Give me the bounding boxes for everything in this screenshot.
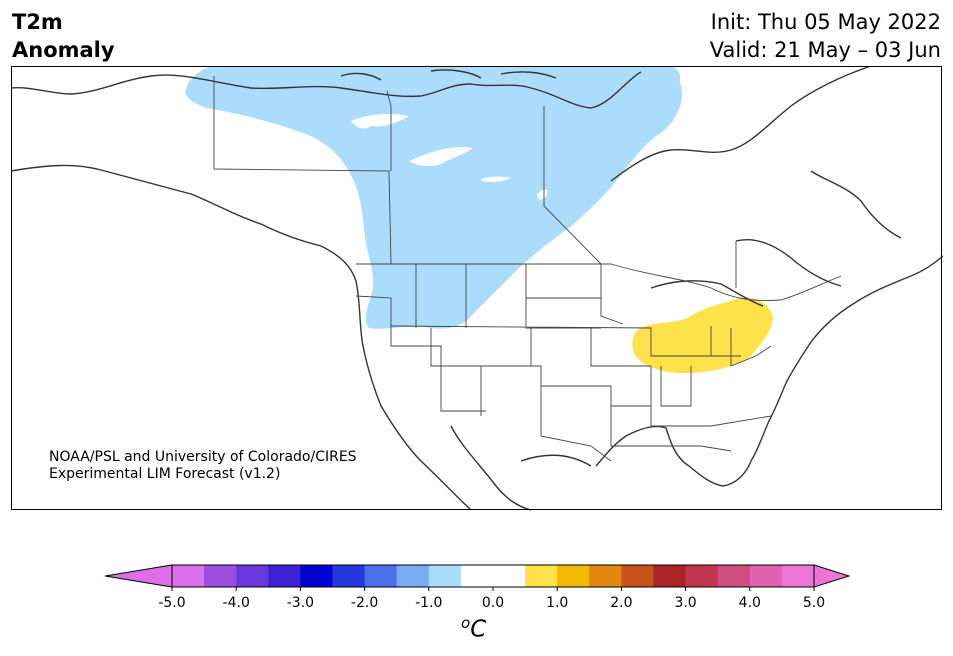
colorbar-tick-label: -2.0 bbox=[351, 595, 378, 610]
colorbar-cell bbox=[204, 565, 237, 587]
field-label: Anomaly bbox=[12, 38, 115, 62]
colorbar-over-arrow bbox=[813, 564, 851, 588]
unit-letter: C bbox=[470, 616, 487, 643]
colorbar-tick-label: -1.0 bbox=[415, 595, 442, 610]
colorbar-tick-label: 4.0 bbox=[739, 595, 761, 610]
colorbar-cell bbox=[493, 565, 526, 587]
colorbar-cell bbox=[172, 565, 205, 587]
colorbar: -5.0 -4.0 -3.0 -2.0 -1.0 0.0 1.0 2.0 3.0 4.0 5.0 bbox=[104, 564, 851, 610]
date-info: Init: Thu 05 May 2022 Valid: 21 May – 03… bbox=[710, 8, 941, 64]
colorbar-tick-label: -5.0 bbox=[158, 595, 185, 610]
credit-line-1: NOAA/PSL and University of Colorado/CIRE… bbox=[49, 449, 357, 465]
colorbar-cell bbox=[300, 565, 333, 587]
valid-range: Valid: 21 May – 03 Jun bbox=[709, 38, 941, 62]
colorbar-cell bbox=[621, 565, 654, 587]
colorbar-cell bbox=[557, 565, 590, 587]
colorbar-cell bbox=[396, 565, 430, 587]
colorbar-cell bbox=[685, 565, 719, 587]
degree-symbol: o bbox=[461, 614, 471, 632]
anomaly-map bbox=[11, 66, 943, 511]
colorbar-tick-label: 3.0 bbox=[674, 595, 696, 610]
init-date: Init: Thu 05 May 2022 bbox=[710, 10, 941, 34]
colorbar-tick-label: 5.0 bbox=[803, 595, 825, 610]
colorbar-tick-label: 1.0 bbox=[546, 595, 568, 610]
borders bbox=[213, 76, 842, 462]
colorbar-cell bbox=[236, 565, 269, 587]
great-bear-lake bbox=[351, 113, 409, 129]
map-title: T2m Anomaly bbox=[12, 8, 115, 64]
credit-line-2: Experimental LIM Forecast (v1.2) bbox=[49, 466, 281, 482]
colorbar-cell bbox=[268, 565, 301, 587]
great-slave-lake bbox=[409, 146, 473, 167]
map-frame bbox=[11, 66, 942, 510]
cold-anomaly-hudson bbox=[571, 66, 681, 107]
colorbar-cell bbox=[589, 565, 622, 587]
colorbar-tick-label: 2.0 bbox=[610, 595, 632, 610]
colorbar-cell bbox=[653, 565, 687, 587]
colorbar-cell bbox=[525, 565, 558, 587]
colorbar-cell bbox=[364, 565, 398, 587]
colorbar-tick-label: -3.0 bbox=[287, 595, 314, 610]
colorbar-under-arrow bbox=[104, 564, 173, 588]
warm-anomaly-region bbox=[632, 297, 773, 374]
credit-text: NOAA/PSL and University of Colorado/CIRE… bbox=[49, 449, 357, 483]
coastlines bbox=[11, 66, 943, 511]
colorbar-ticks: -5.0 -4.0 -3.0 -2.0 -1.0 0.0 1.0 2.0 3.0 4.0 5.0 bbox=[158, 587, 825, 610]
colorbar-cell bbox=[781, 565, 815, 587]
colorbar-unit: oC bbox=[461, 614, 486, 643]
colorbar-tick-label: -4.0 bbox=[223, 595, 250, 610]
lake-athabasca bbox=[481, 176, 511, 182]
colorbar-cell bbox=[717, 565, 751, 587]
colorbar-cells bbox=[172, 565, 815, 587]
colorbar-tick-label: 0.0 bbox=[482, 595, 504, 610]
colorbar-cell bbox=[749, 565, 783, 587]
colorbar-cell bbox=[460, 565, 494, 587]
cold-anomaly-region bbox=[185, 66, 682, 329]
colorbar-cell bbox=[332, 565, 366, 587]
colorbar-cell bbox=[428, 565, 462, 587]
variable-label: T2m bbox=[12, 10, 63, 34]
reindeer-lake bbox=[537, 189, 548, 200]
